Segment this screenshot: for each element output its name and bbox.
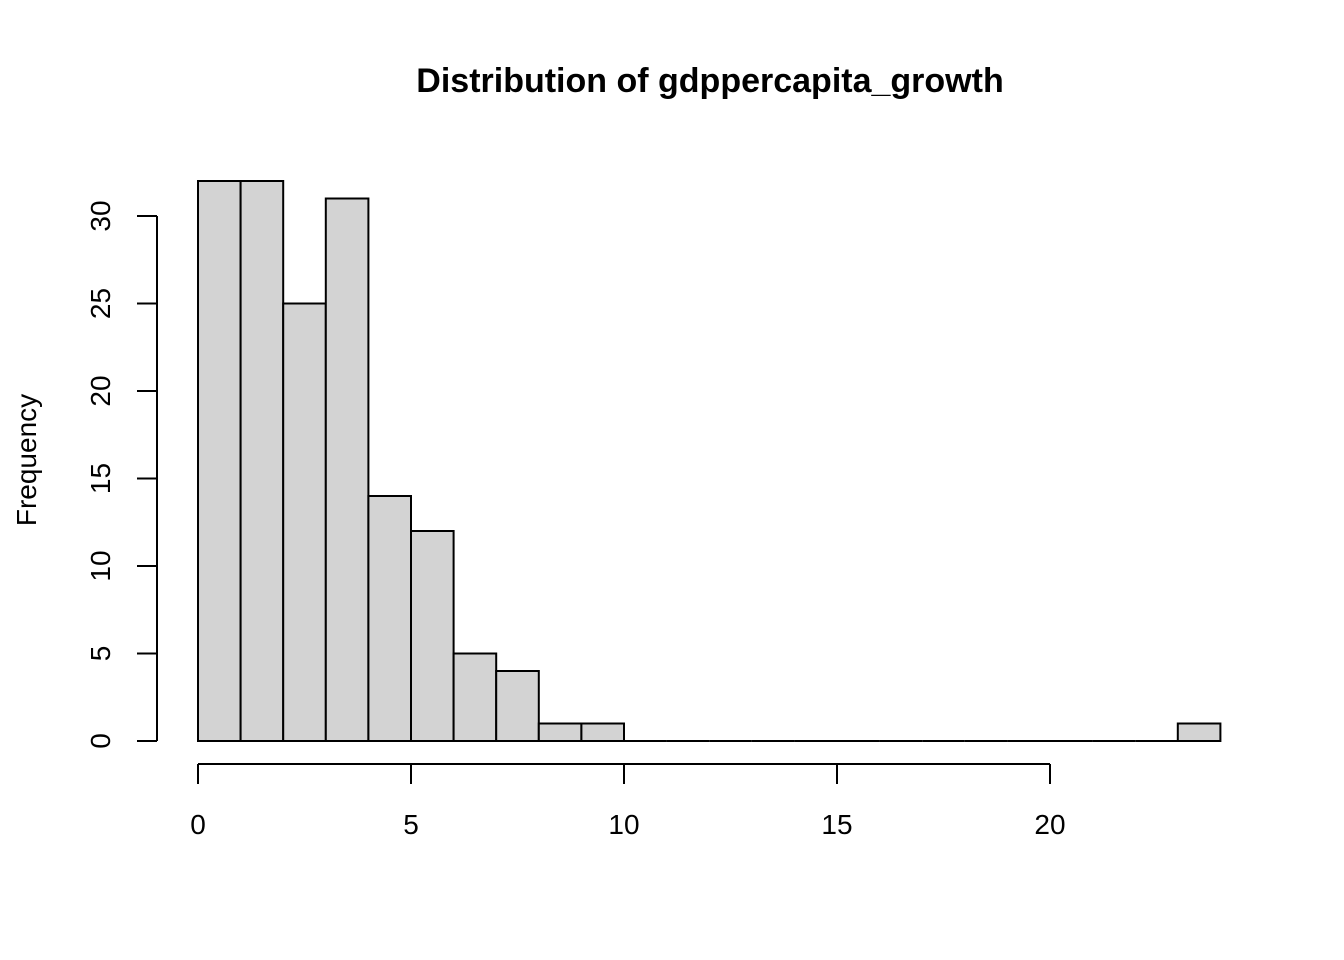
histogram-bar	[239, 180, 285, 742]
x-tick-label: 10	[608, 809, 639, 840]
histogram-bar	[452, 652, 498, 742]
histogram-bar	[580, 722, 626, 742]
histogram-bar	[495, 670, 540, 742]
histogram-bar	[324, 197, 370, 742]
y-tick-label: 30	[85, 200, 116, 231]
y-tick-label: 20	[85, 375, 116, 406]
histogram-bar	[282, 302, 327, 742]
y-tick-label: 0	[85, 733, 116, 749]
histogram-bar	[367, 495, 412, 742]
histogram-bar	[1176, 722, 1222, 742]
chart-title: Distribution of gdppercapita_growth	[416, 62, 1003, 100]
histogram-bar	[197, 180, 242, 742]
y-tick-label: 25	[85, 288, 116, 319]
histogram-bar	[410, 530, 455, 742]
histogram-bar	[537, 722, 583, 742]
y-tick-label: 5	[85, 646, 116, 662]
y-tick-label: 15	[85, 463, 116, 494]
x-tick-label: 0	[190, 809, 206, 840]
bars-group	[197, 180, 1222, 742]
x-tick-label: 15	[821, 809, 852, 840]
x-tick-label: 5	[403, 809, 419, 840]
y-tick-label: 10	[85, 550, 116, 581]
x-axis: 0 5 10 15 20	[190, 763, 1066, 840]
x-tick-label: 20	[1034, 809, 1065, 840]
y-axis-label: Frequency	[11, 394, 42, 526]
y-axis: 0 5 10 15 20 25 30	[85, 200, 158, 749]
